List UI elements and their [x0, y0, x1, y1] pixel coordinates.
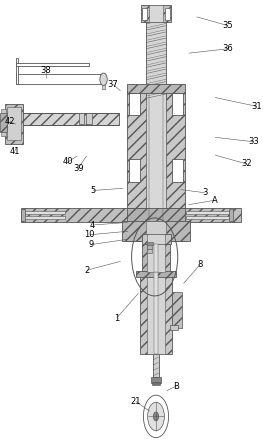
- Bar: [129, 93, 140, 115]
- Text: 38: 38: [41, 66, 51, 75]
- Bar: [1, 109, 6, 136]
- Bar: [141, 234, 171, 244]
- Bar: [141, 5, 171, 22]
- Text: B: B: [173, 382, 179, 391]
- Bar: [147, 249, 152, 253]
- Bar: [22, 216, 65, 219]
- Bar: [154, 244, 158, 272]
- Text: 2: 2: [84, 266, 89, 275]
- Bar: [146, 221, 166, 241]
- Bar: [141, 244, 149, 272]
- Bar: [86, 113, 92, 124]
- Bar: [146, 16, 166, 100]
- Text: 39: 39: [73, 164, 83, 173]
- Bar: [5, 104, 23, 144]
- Bar: [186, 216, 229, 219]
- Bar: [172, 159, 183, 182]
- Text: 40: 40: [63, 157, 73, 166]
- Bar: [141, 244, 170, 272]
- Text: 5: 5: [90, 186, 96, 195]
- Bar: [172, 292, 182, 328]
- Bar: [79, 113, 84, 124]
- Text: 42: 42: [5, 117, 15, 126]
- Text: 21: 21: [130, 397, 141, 406]
- Text: 1: 1: [114, 314, 119, 323]
- Text: 9: 9: [89, 240, 94, 249]
- Bar: [170, 325, 178, 330]
- Bar: [21, 208, 241, 222]
- Bar: [147, 234, 165, 244]
- Text: 3: 3: [202, 188, 207, 197]
- Bar: [154, 272, 158, 354]
- Bar: [149, 5, 163, 22]
- Text: 41: 41: [9, 147, 20, 156]
- Bar: [127, 91, 185, 241]
- Bar: [16, 74, 105, 84]
- Bar: [152, 382, 160, 385]
- Bar: [22, 211, 65, 214]
- Bar: [16, 63, 89, 66]
- Bar: [122, 221, 190, 241]
- Bar: [127, 84, 185, 93]
- Text: A: A: [212, 196, 218, 205]
- Bar: [0, 113, 7, 132]
- Bar: [229, 209, 232, 221]
- Circle shape: [143, 395, 169, 438]
- Circle shape: [100, 73, 107, 85]
- Bar: [151, 377, 161, 383]
- Text: 33: 33: [249, 137, 259, 146]
- Bar: [141, 8, 147, 20]
- Text: 8: 8: [197, 260, 203, 269]
- Bar: [147, 242, 153, 245]
- Text: 32: 32: [241, 159, 252, 168]
- Bar: [147, 244, 165, 272]
- Bar: [135, 271, 176, 277]
- Bar: [186, 211, 229, 214]
- Bar: [21, 209, 25, 221]
- Bar: [102, 85, 105, 89]
- Bar: [147, 272, 165, 354]
- Bar: [147, 245, 152, 249]
- Text: 35: 35: [223, 21, 233, 30]
- Bar: [140, 272, 172, 354]
- Bar: [7, 107, 21, 140]
- Text: 4: 4: [90, 221, 95, 229]
- Text: 31: 31: [251, 102, 262, 111]
- Bar: [16, 113, 119, 125]
- Text: 10: 10: [84, 230, 95, 239]
- Bar: [16, 58, 18, 84]
- Bar: [127, 208, 185, 222]
- Bar: [146, 91, 166, 241]
- Circle shape: [148, 402, 164, 431]
- Bar: [165, 8, 170, 20]
- Text: 37: 37: [107, 80, 118, 89]
- Bar: [153, 354, 159, 377]
- Bar: [172, 93, 183, 115]
- Text: 36: 36: [223, 44, 234, 53]
- Bar: [129, 159, 140, 182]
- Circle shape: [153, 412, 159, 421]
